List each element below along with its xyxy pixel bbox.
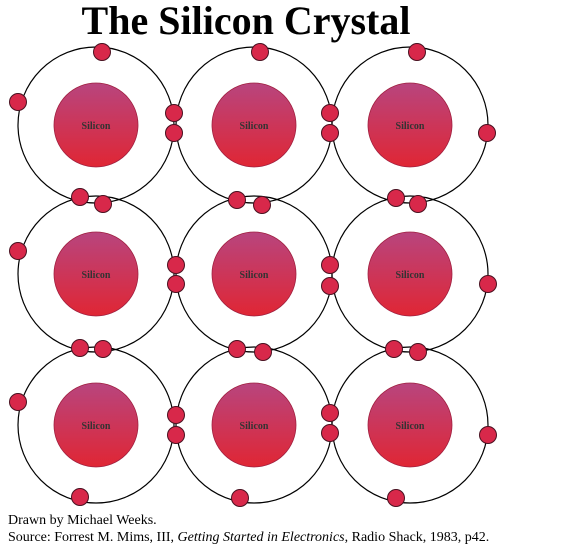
atom: Silicon [331, 46, 489, 204]
electron [94, 195, 112, 213]
electron [9, 242, 27, 260]
atom: Silicon [175, 346, 333, 504]
atom-label: Silicon [240, 421, 269, 432]
nucleus [53, 382, 139, 468]
electron [9, 393, 27, 411]
atom-label: Silicon [82, 421, 111, 432]
atom: Silicon [331, 195, 489, 353]
electron [71, 339, 89, 357]
electron [71, 488, 89, 506]
source-title: Getting Started in Electronics [178, 530, 346, 545]
electron [231, 489, 249, 507]
electron [167, 406, 185, 424]
nucleus [367, 231, 453, 317]
atom-label: Silicon [240, 270, 269, 281]
nucleus [53, 82, 139, 168]
electron [253, 196, 271, 214]
electron [321, 277, 339, 295]
atom-label: Silicon [396, 421, 425, 432]
electron [387, 489, 405, 507]
electron [409, 343, 427, 361]
electron [167, 256, 185, 274]
electron [321, 124, 339, 142]
atom: Silicon [331, 346, 489, 504]
credit-source: Source: Forrest M. Mims, III, Getting St… [8, 530, 489, 545]
electron [94, 340, 112, 358]
atom: Silicon [175, 46, 333, 204]
source-suffix: , Radio Shack, 1983, p42. [345, 530, 490, 545]
nucleus [211, 231, 297, 317]
electron [167, 275, 185, 293]
electron [228, 340, 246, 358]
electron [479, 275, 497, 293]
nucleus [211, 82, 297, 168]
nucleus [53, 231, 139, 317]
electron [165, 104, 183, 122]
electron [251, 43, 269, 61]
atoms: Silicon Silicon Silicon Silicon Silicon Silic… [17, 46, 489, 504]
electron [321, 104, 339, 122]
atom-label: Silicon [82, 121, 111, 132]
atom: Silicon [17, 346, 175, 504]
electron [165, 124, 183, 142]
electron [321, 404, 339, 422]
electron [408, 43, 426, 61]
electron [93, 43, 111, 61]
electron [385, 340, 403, 358]
source-prefix: Source: Forrest M. Mims, III, [8, 530, 178, 545]
electron [321, 424, 339, 442]
electron [167, 426, 185, 444]
electron [71, 188, 89, 206]
nucleus [367, 82, 453, 168]
electron [254, 343, 272, 361]
title: The Silicon Crystal [82, 0, 411, 43]
atom: Silicon [17, 195, 175, 353]
credit-drawn: Drawn by Michael Weeks. [8, 513, 157, 528]
atom: Silicon [17, 46, 175, 204]
electron [478, 124, 496, 142]
electron [479, 426, 497, 444]
atom-label: Silicon [396, 270, 425, 281]
electron [387, 189, 405, 207]
atom-label: Silicon [240, 121, 269, 132]
atom: Silicon [175, 195, 333, 353]
electron [409, 195, 427, 213]
atom-label: Silicon [396, 121, 425, 132]
nucleus [367, 382, 453, 468]
electron [321, 256, 339, 274]
electron [9, 93, 27, 111]
atom-label: Silicon [82, 270, 111, 281]
nucleus [211, 382, 297, 468]
electron [228, 191, 246, 209]
electrons [9, 43, 497, 507]
